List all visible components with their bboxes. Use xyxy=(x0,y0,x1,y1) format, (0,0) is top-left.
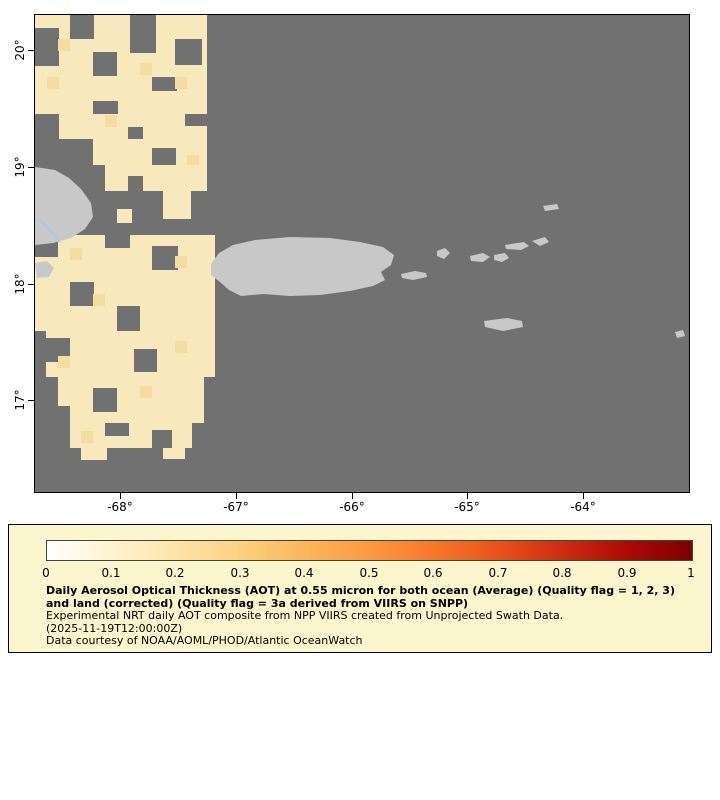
colorbar-tick-label: 1 xyxy=(687,566,695,580)
map-plot xyxy=(34,14,690,493)
colorbar-tick-label: 0.2 xyxy=(165,566,185,580)
y-axis-tick xyxy=(28,400,34,401)
legend-caption: Daily Aerosol Optical Thickness (AOT) at… xyxy=(46,584,682,648)
island-vieques xyxy=(401,271,427,280)
legend-title: Daily Aerosol Optical Thickness (AOT) at… xyxy=(46,584,675,610)
island-tortola xyxy=(505,242,529,250)
y-axis-tick xyxy=(28,284,34,285)
x-axis-tick xyxy=(352,493,353,499)
colorbar-tick-label: 0.5 xyxy=(359,566,379,580)
x-axis-label: -67° xyxy=(223,500,249,514)
x-axis-label: -64° xyxy=(570,500,596,514)
coastline-blue-detail xyxy=(37,217,61,243)
colorbar-tick-label: 0.3 xyxy=(230,566,250,580)
y-axis-tick xyxy=(28,50,34,51)
colorbar-tick-label: 0.8 xyxy=(552,566,572,580)
island-hispaniola-east xyxy=(35,167,93,245)
island-far-east-speck xyxy=(675,330,685,338)
x-axis-label: -65° xyxy=(454,500,480,514)
island-st-john xyxy=(494,253,509,262)
island-anegada xyxy=(543,204,559,211)
island-culebra xyxy=(437,248,450,259)
colorbar-tick-label: 0.7 xyxy=(488,566,508,580)
y-axis-label: 17° xyxy=(13,389,27,411)
map-canvas xyxy=(35,15,689,492)
island-st-thomas xyxy=(470,253,490,262)
colorbar-tick-label: 0.9 xyxy=(617,566,637,580)
aot-denser-cells xyxy=(47,39,199,443)
island-puerto-rico xyxy=(211,237,394,296)
island-st-croix xyxy=(484,318,523,331)
island-virgin-gorda xyxy=(532,237,549,246)
legend-panel: 0 0.1 0.2 0.3 0.4 0.5 0.6 0.7 0.8 0.9 1 … xyxy=(8,524,712,653)
landmasses xyxy=(35,167,685,338)
y-axis-label: 19° xyxy=(13,156,27,178)
island-saona xyxy=(35,261,54,278)
colorbar-tick-label: 0.6 xyxy=(423,566,443,580)
y-axis-label: 20° xyxy=(13,39,27,61)
x-axis-tick xyxy=(467,493,468,499)
aot-data-gaps xyxy=(35,15,207,448)
legend-subtitle: Experimental NRT daily AOT composite fro… xyxy=(46,609,564,622)
y-axis-tick xyxy=(28,167,34,168)
legend-credit: Data courtesy of NOAA/AOML/PHOD/Atlantic… xyxy=(46,634,363,647)
x-axis-label: -66° xyxy=(339,500,365,514)
colorbar-tick-label: 0 xyxy=(42,566,50,580)
x-axis-tick xyxy=(236,493,237,499)
colorbar-tick-label: 0.4 xyxy=(294,566,314,580)
y-axis-label: 18° xyxy=(13,273,27,295)
x-axis-tick xyxy=(583,493,584,499)
x-axis-tick xyxy=(120,493,121,499)
x-axis-label: -68° xyxy=(107,500,133,514)
aot-colorbar xyxy=(46,540,693,561)
legend-timestamp: (2025-11-19T12:00:00Z) xyxy=(46,621,183,635)
colorbar-tick-label: 0.1 xyxy=(101,566,121,580)
